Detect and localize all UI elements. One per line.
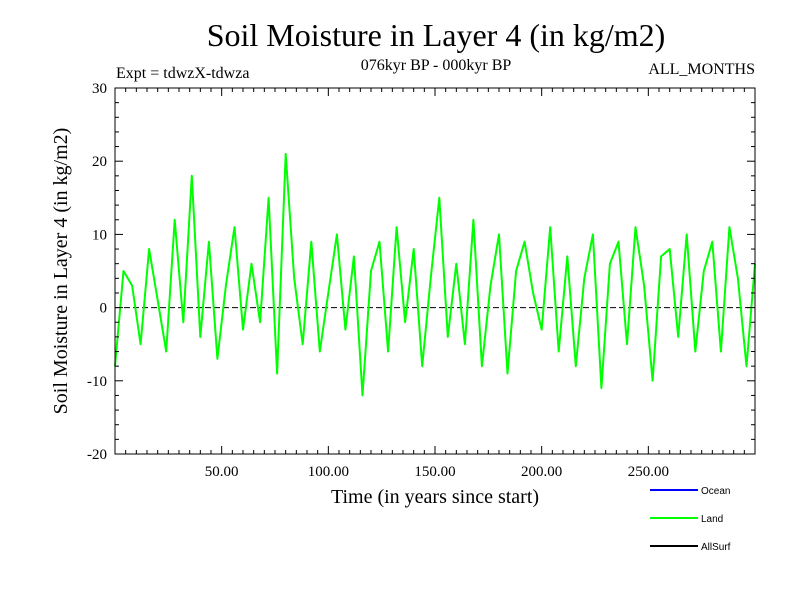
chart-subtitle-right: ALL_MONTHS — [648, 61, 755, 78]
legend-label-allsurf: AllSurf — [701, 542, 731, 553]
x-tick-label: 250.00 — [628, 464, 669, 480]
y-tick-label: 30 — [92, 81, 107, 97]
legend: Ocean Land AllSurf — [650, 486, 731, 553]
axes: -20 -10 0 10 20 30 50.00 100.00 150.00 200.00 250.… — [87, 81, 755, 480]
legend-label-ocean: Ocean — [701, 486, 730, 497]
chart-title: Soil Moisture in Layer 4 (in kg/m2) — [207, 17, 666, 53]
legend-label-land: Land — [701, 514, 723, 525]
y-tick-label: 10 — [92, 227, 107, 243]
y-tick-label: -10 — [87, 374, 107, 390]
y-tick-label: 20 — [92, 154, 107, 170]
y-tick-label: -20 — [87, 447, 107, 463]
x-axis-label: Time (in years since start) — [331, 486, 539, 508]
x-tick-label: 200.00 — [521, 464, 562, 480]
chart-subtitle-left: Expt = tdwzX-tdwza — [116, 65, 249, 82]
chart-subtitle-center: 076kyr BP - 000kyr BP — [361, 57, 512, 74]
y-axis-label: Soil Moisture in Layer 4 (in kg/m2) — [50, 128, 72, 415]
x-tick-label: 50.00 — [205, 464, 239, 480]
y-tick-label: 0 — [100, 301, 108, 317]
x-tick-label: 100.00 — [308, 464, 349, 480]
plot-area — [114, 152, 756, 397]
series-line-land — [114, 152, 756, 397]
x-tick-label: 150.00 — [414, 464, 455, 480]
